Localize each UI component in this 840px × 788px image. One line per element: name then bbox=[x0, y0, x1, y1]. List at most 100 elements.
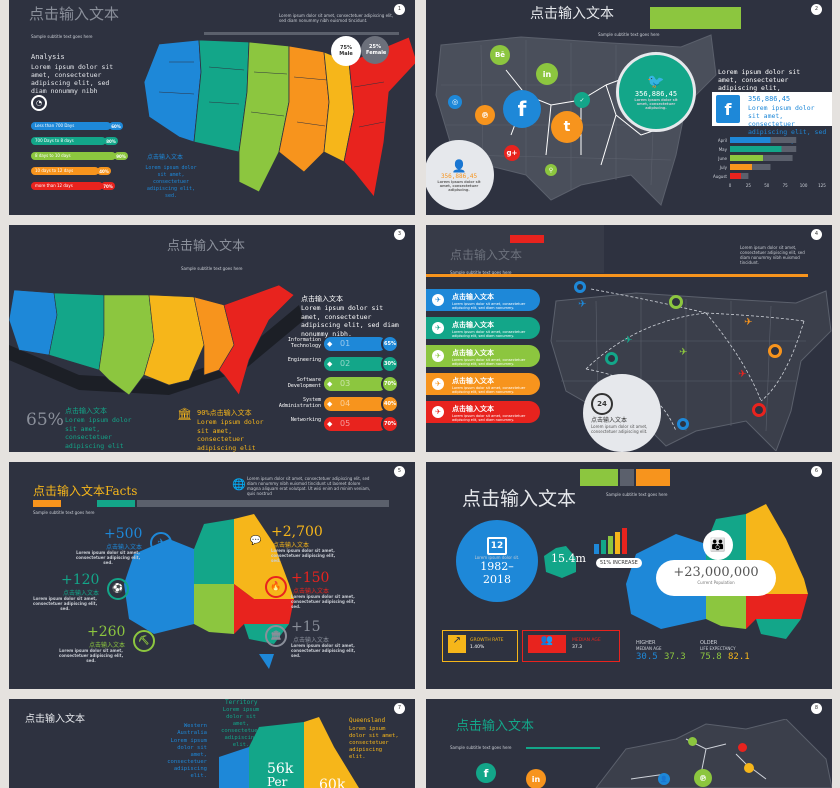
row-bar: ◆ 03 bbox=[324, 377, 386, 391]
title-accent bbox=[636, 469, 670, 486]
route-item[interactable]: ✈ 点击输入文本 Lorem ipsum dolor sit amet, conse… bbox=[426, 373, 540, 395]
route-item[interactable]: ✈ 点击输入文本 Lorem ipsum dolor sit amet, conse… bbox=[426, 345, 540, 367]
fb-stat: 356,886,45 bbox=[748, 95, 791, 103]
median-value: 37.3 bbox=[572, 645, 583, 650]
node-green[interactable] bbox=[688, 737, 697, 746]
marker-red[interactable] bbox=[752, 403, 766, 417]
header-text: Lorem ipsum dolor sit amet, consectetuer… bbox=[247, 476, 371, 496]
bar-green bbox=[608, 536, 613, 554]
territory-label: Territory bbox=[225, 699, 258, 706]
fact-number: +120 bbox=[61, 572, 100, 588]
marker-orange[interactable] bbox=[768, 344, 782, 358]
page-number: 2 bbox=[811, 4, 822, 15]
years-circle: 12 Lorem ipsum dolor sit. 1982–2018 bbox=[456, 520, 538, 602]
pinterest-icon[interactable]: ℗ bbox=[694, 769, 712, 787]
queensland-body: Lorem ipsum dolor sit amet, consectetuer… bbox=[349, 726, 399, 760]
behance-icon[interactable]: Bē bbox=[490, 45, 510, 65]
google-plus-icon[interactable]: g+ bbox=[504, 145, 520, 161]
green-stat-circle: 🐦 356,886,45 Lorem ipsum dolor sit amet,… bbox=[616, 52, 696, 132]
route-label: 点击输入文本 bbox=[452, 377, 494, 385]
slide-5[interactable]: 点击输入文本Facts Sample subtitle text goes he… bbox=[9, 462, 415, 689]
slide-7[interactable]: 点击输入文本 7 56k Per 60k Territory Lorem ips… bbox=[9, 699, 415, 788]
building-icon: 🏛 bbox=[177, 407, 193, 421]
title-rule bbox=[526, 747, 600, 749]
marker-green[interactable] bbox=[669, 295, 683, 309]
australia-map bbox=[626, 504, 808, 639]
twitter-icon[interactable]: t bbox=[551, 111, 583, 143]
mid-label: 90%点击输入文本 bbox=[197, 409, 252, 417]
big-stat-1b: Per bbox=[267, 775, 288, 788]
calendar-icon: 12 bbox=[487, 536, 507, 555]
legend-bar: more than 12 days bbox=[31, 182, 103, 190]
slide-8[interactable]: 点击输入文本 Sample subtitle text goes here 8 … bbox=[426, 699, 832, 788]
user-icon[interactable]: 👤 bbox=[658, 773, 670, 785]
node-yellow[interactable] bbox=[744, 763, 754, 773]
slide-title: 点击输入文本 bbox=[167, 239, 246, 254]
slide-4[interactable]: 点击输入文本 Sample subtitle text goes here Lo… bbox=[426, 225, 832, 452]
row-number: 04 bbox=[340, 399, 351, 408]
fact-body: Lorem ipsum dolor sit amet, consectetuer… bbox=[271, 548, 336, 563]
linkedin-icon[interactable]: in bbox=[536, 63, 558, 85]
mini-australia bbox=[544, 546, 576, 578]
row-label: System Administration bbox=[278, 397, 321, 409]
page-number: 4 bbox=[811, 229, 822, 240]
slide-6[interactable]: 点击输入文本 Sample subtitle text goes here 6 … bbox=[426, 462, 832, 689]
plane-icon: ✈ bbox=[679, 347, 688, 358]
route-item[interactable]: ✈ 点击输入文本 Lorem ipsum dolor sit amet, conse… bbox=[426, 317, 540, 339]
title-band bbox=[426, 225, 604, 273]
axis-tick: 0 bbox=[729, 183, 732, 188]
axis-tick: 75 bbox=[783, 183, 789, 188]
route-label: 点击输入文本 bbox=[452, 349, 494, 357]
slide-title: 点击输入文本 bbox=[456, 719, 535, 734]
node-red[interactable] bbox=[738, 743, 747, 752]
facebook-square-icon: f bbox=[716, 95, 740, 123]
fact-icon: ⛏ bbox=[133, 630, 155, 652]
slide-1[interactable]: 点击输入文本 Sample subtitle text goes here Lo… bbox=[9, 0, 415, 215]
dribbble-icon[interactable]: ◎ bbox=[448, 95, 462, 109]
row-percent: 40% bbox=[381, 395, 399, 413]
facebook-icon[interactable]: f bbox=[476, 763, 496, 783]
marker-blue-2[interactable] bbox=[677, 418, 689, 430]
western-label: Western Australia bbox=[177, 723, 207, 736]
population-value: +23,000,000 bbox=[673, 565, 759, 580]
plane-icon: ✈ bbox=[578, 299, 587, 310]
page-number: 7 bbox=[394, 703, 405, 714]
pinterest-icon[interactable]: ℗ bbox=[475, 105, 495, 125]
green-stat: 356,886,45 bbox=[634, 90, 678, 98]
row-percent: 65% bbox=[381, 335, 399, 353]
linkedin-icon[interactable]: in bbox=[526, 769, 546, 788]
increase-tag: 51% INCREASE bbox=[596, 558, 642, 568]
row-percent: 70% bbox=[381, 375, 399, 393]
route-item[interactable]: ✈ 点击输入文本 Lorem ipsum dolor sit amet, conse… bbox=[426, 289, 540, 311]
fact-body: Lorem ipsum dolor sit amet, consectetuer… bbox=[291, 594, 356, 609]
australia-network bbox=[595, 719, 832, 788]
route-item[interactable]: ✈ 点击输入文本 Lorem ipsum dolor sit amet, conse… bbox=[426, 401, 540, 423]
vine-icon[interactable]: ✓ bbox=[574, 92, 590, 108]
slide-3[interactable]: 点击输入文本 Sample subtitle text goes here 3 … bbox=[9, 225, 415, 452]
legend-pct: 70% bbox=[101, 182, 115, 190]
map-label: 点击输入文本 bbox=[147, 154, 184, 161]
header-text: Lorem ipsum dolor sit amet, consectetuer… bbox=[740, 245, 805, 265]
share-icon[interactable]: ⚲ bbox=[545, 164, 557, 176]
slide-subtitle: Sample subtitle text goes here bbox=[31, 34, 93, 39]
axis-tick: 100 bbox=[800, 183, 808, 188]
plane-icon: ✈ bbox=[744, 317, 753, 328]
years-small: Lorem ipsum dolor sit. bbox=[474, 554, 520, 560]
fact-icon: 💬 bbox=[245, 530, 267, 552]
marker-blue[interactable] bbox=[574, 281, 586, 293]
slide-title: 点击输入文本 bbox=[29, 5, 120, 23]
slide-subtitle: Sample subtitle text goes here bbox=[33, 510, 95, 515]
fact-number: +150 bbox=[291, 570, 330, 586]
queensland-label: Queensland bbox=[349, 717, 386, 724]
row-bar: ◆ 01 bbox=[324, 337, 386, 351]
marker-teal[interactable] bbox=[605, 352, 618, 365]
slide-2[interactable]: 点击输入文本 Sample subtitle text goes here 2 … bbox=[426, 0, 832, 215]
australia-map bbox=[219, 717, 359, 788]
slide-title: 点击输入文本 bbox=[450, 248, 523, 262]
years-value: 1982–2018 bbox=[480, 559, 514, 586]
bar-red bbox=[622, 528, 627, 554]
bar-yellow bbox=[615, 532, 620, 554]
facebook-icon[interactable]: f bbox=[503, 90, 541, 128]
left-body: Lorem ipsum dolor sit amet, consectetuer… bbox=[65, 416, 132, 450]
route-body: Lorem ipsum dolor sit amet, consectetuer… bbox=[452, 302, 526, 310]
